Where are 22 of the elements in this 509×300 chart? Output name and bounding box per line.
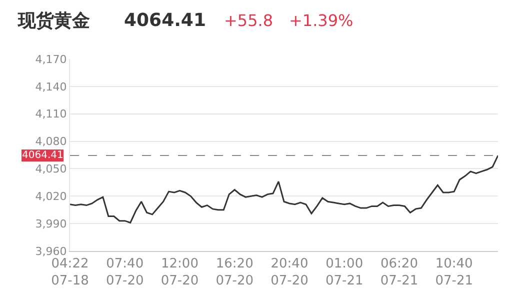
- text: +1.39%: [289, 11, 354, 30]
- y-tick-label: 3,990: [35, 217, 67, 230]
- y-tick-label: 4,050: [35, 162, 67, 176]
- y-tick-label: 3,960: [35, 244, 67, 258]
- line-series: [70, 154, 498, 224]
- y-tick-label: 4,080: [35, 135, 67, 148]
- x-tick-label: 12:00 07-20: [160, 256, 199, 288]
- x-tick-label: 16:20 07-20: [216, 256, 254, 288]
- y-tick-label: 4,020: [35, 190, 67, 203]
- text: 4064.41: [124, 10, 206, 31]
- x-tick-label: 01:00 07-21: [325, 256, 364, 288]
- chart-title: 现货黄金: [17, 10, 90, 32]
- x-tick-label: 04:22 07-18: [51, 256, 89, 288]
- ref-line-label: 4064.41: [22, 150, 64, 161]
- x-tick-label: 10:40 07-21: [435, 256, 473, 288]
- x-tick-label: 06:20 07-21: [380, 256, 418, 288]
- y-tick-label: 4,110: [35, 108, 67, 121]
- y-tick-label: 4,170: [35, 52, 67, 66]
- x-tick-label: 07:40 07-20: [106, 256, 144, 288]
- y-tick-label: 4,140: [35, 80, 67, 94]
- text: +55.8: [224, 11, 274, 30]
- x-tick-label: 20:40 07-20: [270, 256, 308, 288]
